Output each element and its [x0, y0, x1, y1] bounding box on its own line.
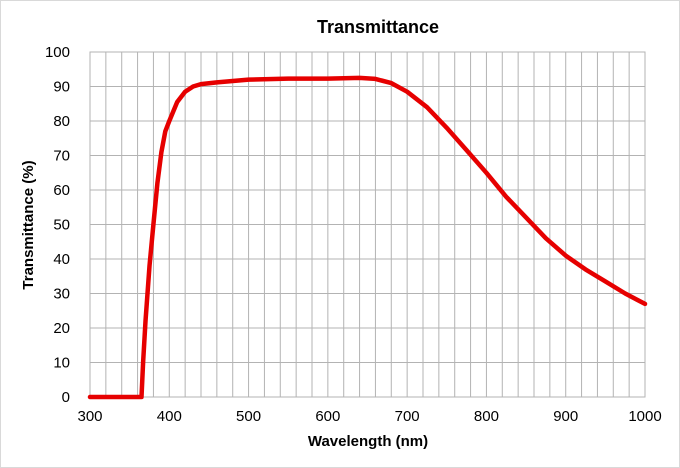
y-tick-label: 90 — [53, 79, 70, 96]
y-tick-label: 40 — [53, 251, 70, 268]
y-tick-label: 20 — [53, 320, 70, 337]
y-tick-label: 60 — [53, 182, 70, 199]
plot-area-border — [89, 51, 646, 398]
y-tick-label: 50 — [53, 217, 70, 234]
chart-title: Transmittance — [317, 17, 439, 37]
x-tick-label: 700 — [395, 408, 420, 425]
x-tick-labels: 300 400 500 600 700 800 900 1000 — [77, 408, 661, 425]
x-tick-label: 600 — [315, 408, 340, 425]
x-tick-label: 500 — [236, 408, 261, 425]
y-tick-labels: 0 10 20 30 40 50 60 70 80 90 100 — [45, 44, 70, 406]
y-tick-label: 30 — [53, 286, 70, 303]
x-tick-label: 900 — [553, 408, 578, 425]
x-tick-label: 300 — [77, 408, 102, 425]
x-tick-label: 400 — [157, 408, 182, 425]
y-tick-label: 0 — [62, 389, 70, 406]
y-tick-label: 10 — [53, 355, 70, 372]
grid — [89, 51, 646, 398]
x-tick-label: 800 — [474, 408, 499, 425]
series-line — [87, 75, 648, 400]
y-tick-label: 80 — [53, 113, 70, 130]
x-axis-label: Wavelength (nm) — [308, 433, 428, 450]
y-axis-label: Transmittance (%) — [20, 160, 37, 289]
x-tick-label: 1000 — [628, 408, 661, 425]
y-tick-label: 70 — [53, 148, 70, 165]
y-tick-label: 100 — [45, 44, 70, 61]
